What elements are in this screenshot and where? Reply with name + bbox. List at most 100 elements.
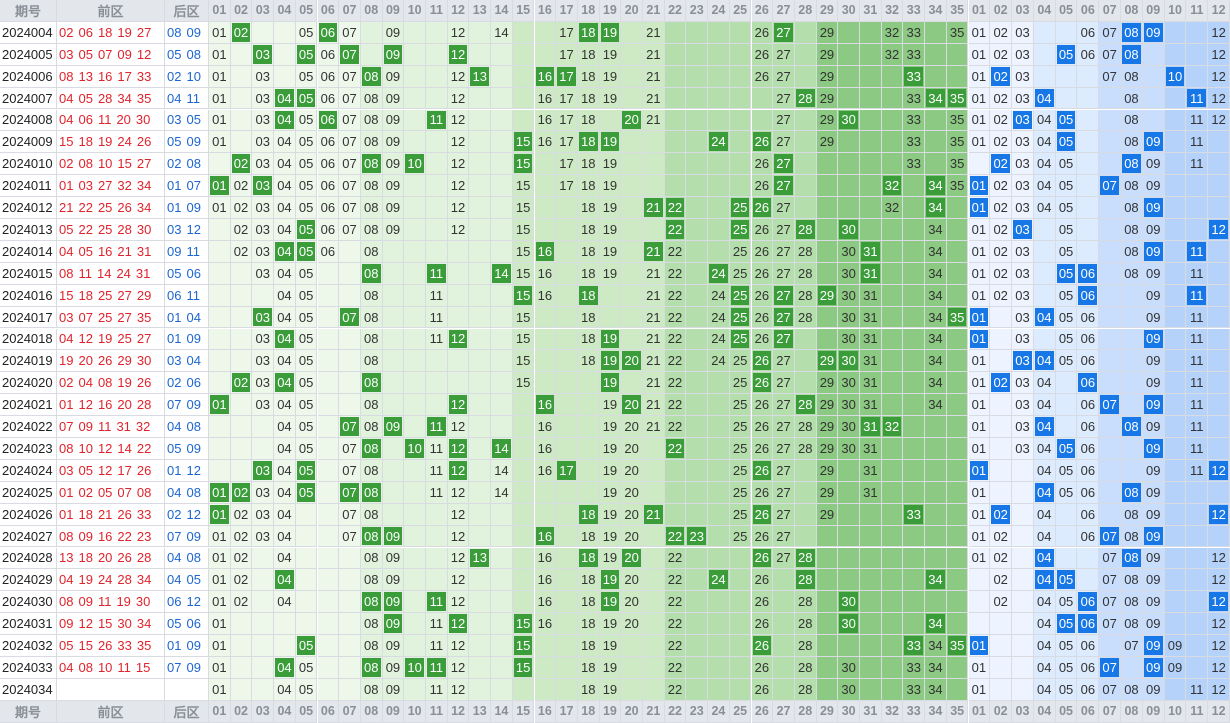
back-grid-cell: 01 [968,109,991,132]
front-grid-cell [382,350,405,373]
header-front-col: 22 [664,0,687,22]
front-hit: 01 [210,482,229,502]
front-grid-cell: 07 [339,525,361,548]
front-grid-cell: 16 [534,87,557,110]
front-hit: 15 [513,636,533,655]
front-grid-cell: 18 [577,21,600,44]
front-grid-cell: 28 [794,438,817,460]
front-grid-cell: 27 [773,503,795,526]
front-grid-cell: 11 [426,459,448,482]
back-grid-cell: 07 [1099,547,1122,570]
back-grid-cell: 05 [1055,613,1078,636]
front-grid-cell: 02 [230,372,253,395]
front-grid-cell: 18 [577,591,600,614]
period-cell: 2024021 [0,394,57,417]
front-number: 02 [59,375,74,391]
header-back: 后区 [165,700,209,723]
front-hit: 04 [275,110,294,130]
front-grid-cell: 31 [860,394,882,417]
back-hit: 06 [1078,373,1098,393]
front-grid-cell: 32 [881,175,904,198]
back-grid-cell [1033,284,1056,307]
front-grid-cell [708,613,730,636]
front-grid-cell: 21 [643,350,665,373]
front-grid-cell [621,635,643,657]
front-grid-cell [643,438,665,460]
front-grid-cell [621,678,643,701]
period-cell: 2024015 [0,262,57,285]
front-grid-cell: 29 [816,284,839,307]
front-hit: 12 [448,614,468,634]
front-hit: 28 [795,395,815,415]
front-grid-cell [903,284,926,307]
front-grid-cell: 22 [664,591,687,614]
front-grid-cell: 25 [729,525,752,548]
front-grid-cell [903,416,926,438]
front-grid-cell: 34 [925,219,947,241]
front-grid-cell: 30 [838,394,860,417]
front-grid-cell: 28 [794,240,817,263]
front-grid-cell [556,394,578,417]
front-grid-cell: 22 [664,262,687,285]
back-grid-cell: 06 [1077,635,1100,657]
back-grid-cell: 09 [1142,306,1165,329]
front-grid-cell: 17 [556,43,578,66]
front-hit: 34 [926,570,945,590]
back-grid-cell [1121,438,1143,460]
front-grid-cell [903,613,926,636]
front-hit: 34 [926,88,945,108]
front-grid-cell: 12 [447,131,470,154]
back-grid-cell: 02 [990,219,1013,241]
front-grid-cell [794,197,817,219]
back-grid-cell [1055,525,1078,548]
front-numbers: 07 09 11 31 32 [57,416,165,438]
back-grid-cell: 01 [968,65,991,88]
header-front-col: 11 [426,700,448,723]
back-grid-cell [1099,87,1122,110]
back-grid-cell: 06 [1077,525,1100,548]
front-grid-cell: 11 [426,416,448,438]
front-grid-cell: 08 [360,197,383,219]
front-grid-cell [404,350,426,373]
front-grid-cell [903,219,926,241]
front-grid-cell [230,438,253,460]
front-grid-cell [903,328,926,351]
front-grid-cell: 20 [621,613,643,636]
back-number: 08 [186,46,201,62]
header-period: 期号 [0,0,57,22]
front-grid-cell [447,284,470,307]
front-grid-cell [946,481,969,504]
front-grid-cell: 22 [664,240,687,263]
front-grid-cell [816,613,839,636]
front-grid-cell: 07 [339,21,361,44]
back-numbers: 09 11 [165,240,209,263]
back-grid-cell [1077,547,1100,570]
front-grid-cell: 12 [447,109,470,132]
front-grid-cell [686,306,709,329]
front-grid-cell: 22 [664,219,687,241]
front-grid-cell: 07 [339,438,361,460]
front-grid-cell: 18 [577,109,600,132]
front-grid-cell: 11 [426,635,448,657]
back-hit: 05 [1056,614,1076,634]
front-grid-cell: 06 [317,43,340,66]
front-grid-cell: 05 [295,678,318,701]
back-grid-cell: 01 [968,43,991,66]
front-grid-cell: 11 [426,481,448,504]
front-grid-cell [339,547,361,570]
back-grid-cell [990,678,1013,701]
front-grid-cell [838,153,860,176]
front-grid-cell: 02 [230,240,253,263]
front-grid-cell: 09 [382,547,405,570]
front-grid-cell [426,547,448,570]
front-hit: 34 [926,176,945,196]
header-front-col: 20 [621,700,643,723]
front-grid-cell: 09 [382,131,405,154]
front-grid-cell [317,459,340,482]
period-cell: 2024014 [0,240,57,263]
front-grid-cell: 27 [773,372,795,395]
front-grid-cell [556,197,578,219]
back-number: 01 [167,462,182,478]
back-grid-cell: 09 [1142,525,1165,548]
front-grid-cell [469,175,492,198]
